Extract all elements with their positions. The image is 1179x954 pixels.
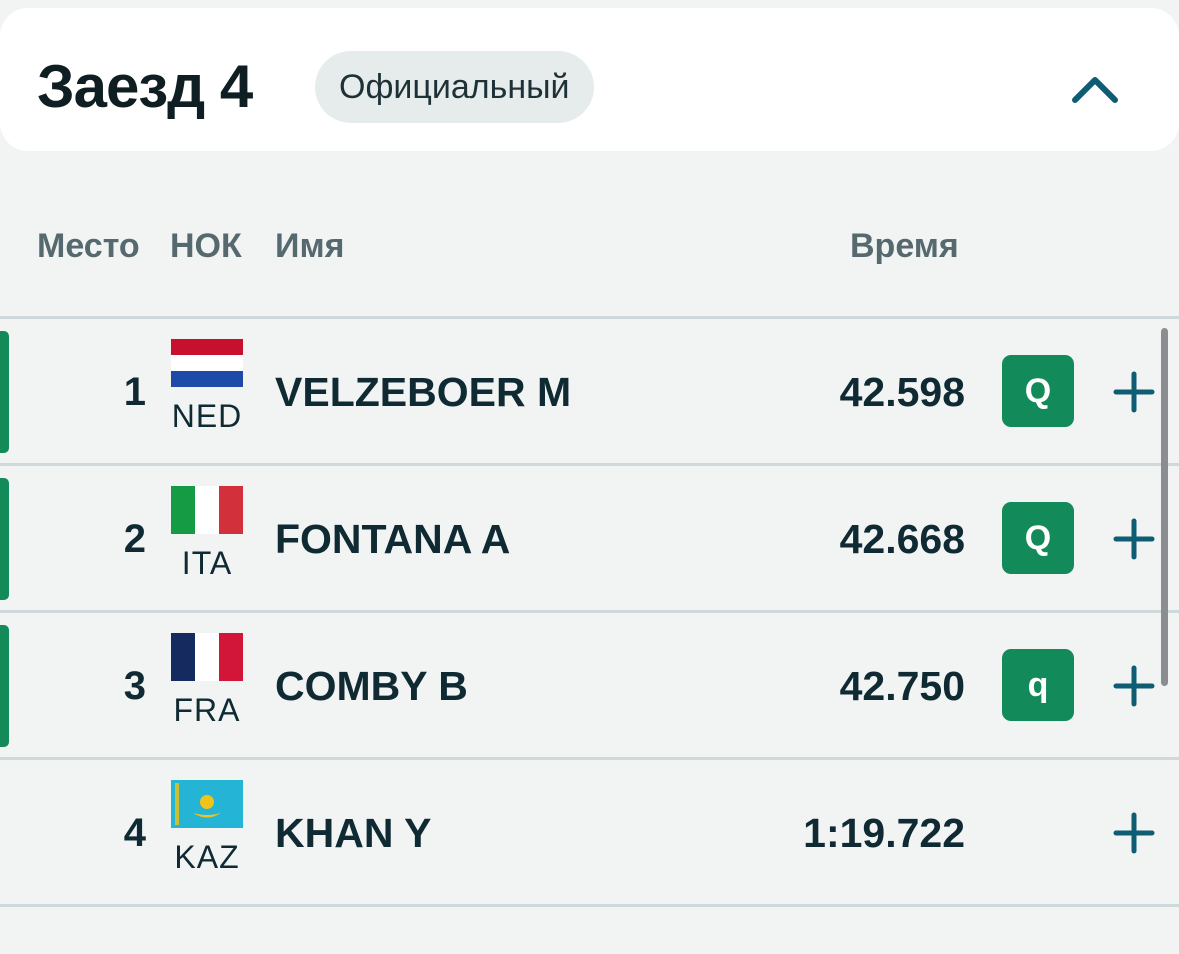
table-row: 3 FRA COMBY B 42.750 q — [0, 613, 1179, 757]
noc-code: KAZ — [174, 839, 240, 875]
column-header-place: Место — [37, 227, 140, 265]
plus-icon — [1113, 518, 1155, 560]
heat-title: Заезд 4 — [37, 53, 253, 120]
rank: 1 — [123, 370, 146, 414]
collapse-button[interactable] — [1063, 63, 1127, 115]
column-header-noc: НОК — [170, 227, 242, 265]
noc-code: ITA — [181, 545, 233, 581]
heat-header[interactable]: Заезд 4 Официальный — [0, 8, 1179, 151]
athlete-name: FONTANA A — [275, 516, 511, 562]
qualification-badge: Q — [1002, 502, 1074, 574]
race-time: 42.668 — [839, 516, 965, 562]
athlete-name: COMBY B — [275, 663, 468, 709]
rank: 4 — [123, 811, 146, 855]
noc-code: NED — [171, 398, 243, 434]
race-time: 42.750 — [839, 663, 965, 709]
race-time: 1:19.722 — [803, 810, 965, 856]
netherlands-flag-icon — [171, 339, 243, 387]
expand-row-button[interactable] — [1110, 368, 1158, 416]
column-header-time: Время — [850, 227, 959, 265]
athlete-name: VELZEBOER M — [275, 369, 572, 415]
divider — [0, 904, 1179, 907]
expand-row-button[interactable] — [1110, 662, 1158, 710]
italy-flag-icon — [171, 486, 243, 534]
plus-icon — [1113, 371, 1155, 413]
kazakhstan-flag-icon — [171, 780, 243, 828]
qualification-badge: q — [1002, 649, 1074, 721]
table-row: 2 ITA FONTANA A 42.668 Q — [0, 466, 1179, 610]
column-header-name: Имя — [275, 227, 345, 265]
france-flag-icon — [171, 633, 243, 681]
qualification-badge: Q — [1002, 355, 1074, 427]
rank: 2 — [123, 517, 146, 561]
divider — [0, 757, 1179, 760]
plus-icon — [1113, 812, 1155, 854]
athlete-name: KHAN Y — [275, 810, 432, 856]
qualified-marker — [0, 625, 9, 747]
noc-code: FRA — [173, 692, 241, 728]
divider — [0, 316, 1179, 319]
table-row: 1 NED VELZEBOER M 42.598 Q — [0, 319, 1179, 463]
rank: 3 — [123, 664, 146, 708]
plus-icon — [1113, 665, 1155, 707]
divider — [0, 610, 1179, 613]
expand-row-button[interactable] — [1110, 515, 1158, 563]
table-row: 4 KAZ KHAN Y 1:19.722 — [0, 760, 1179, 904]
expand-row-button[interactable] — [1110, 809, 1158, 857]
status-badge: Официальный — [315, 51, 594, 123]
chevron-up-icon — [1072, 77, 1118, 103]
race-time: 42.598 — [839, 369, 965, 415]
divider — [0, 463, 1179, 466]
scrollbar[interactable] — [1161, 328, 1168, 686]
qualified-marker — [0, 331, 9, 453]
qualified-marker — [0, 478, 9, 600]
